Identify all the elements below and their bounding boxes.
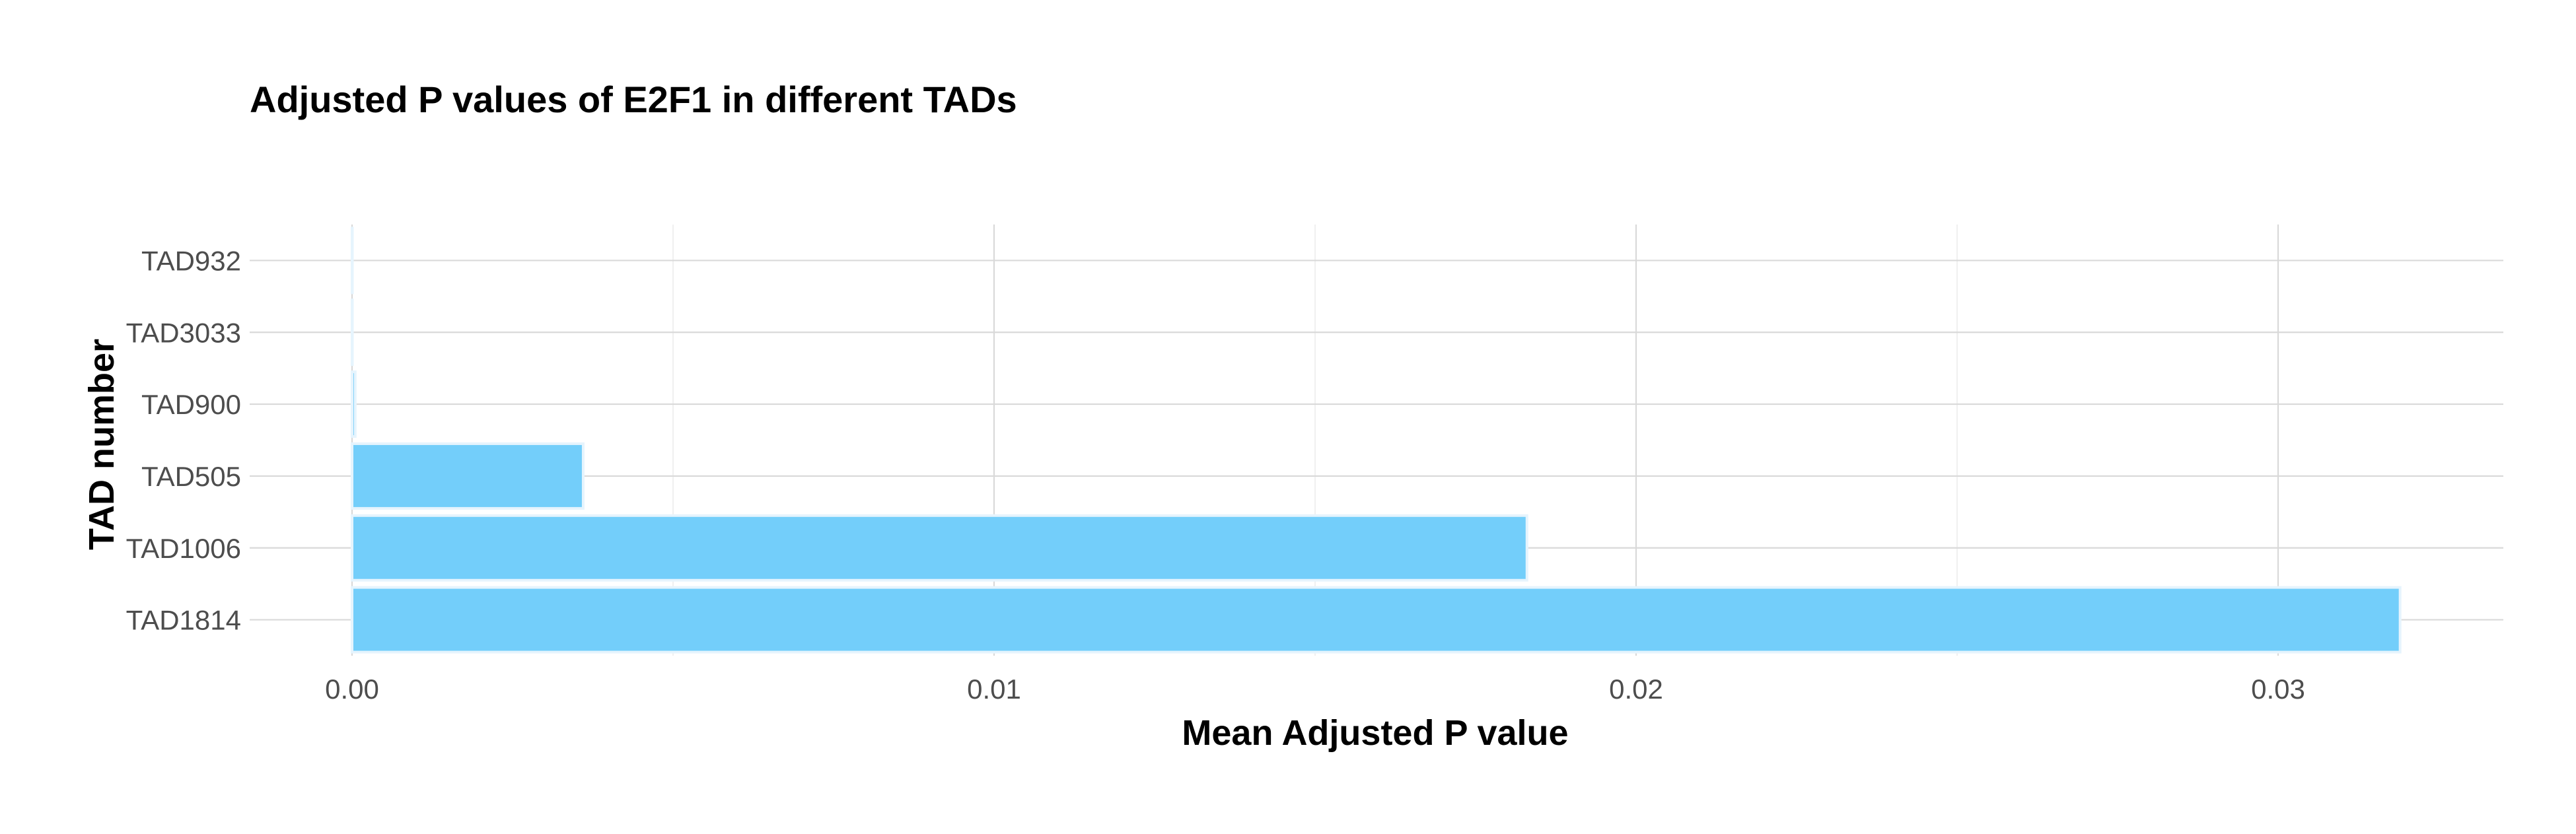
- bar-tad1006: [351, 514, 1528, 582]
- x-tick-label: 0.03: [2251, 674, 2305, 705]
- bar-tad505: [351, 442, 585, 510]
- x-tick-labels: 0.00 0.01 0.02 0.03: [325, 674, 2305, 705]
- bar-tad3033: [351, 298, 354, 366]
- x-tick-label: 0.02: [1609, 674, 1663, 705]
- y-tick-label: TAD900: [141, 389, 241, 420]
- bar-tad1814: [351, 586, 2402, 654]
- x-axis-title: Mean Adjusted P value: [1182, 713, 1568, 753]
- x-tick-label: 0.01: [967, 674, 1021, 705]
- bar-tad932: [351, 226, 354, 295]
- y-tick-label: TAD3033: [126, 317, 241, 348]
- bar-tad900: [351, 370, 357, 438]
- chart-title: Adjusted P values of E2F1 in different T…: [250, 79, 1017, 120]
- bars: [351, 226, 2402, 654]
- y-tick-label: TAD932: [141, 245, 241, 276]
- y-tick-label: TAD505: [141, 461, 241, 492]
- y-tick-label: TAD1814: [126, 605, 241, 636]
- y-axis-title: TAD number: [82, 339, 122, 550]
- y-tick-label: TAD1006: [126, 533, 241, 564]
- x-tick-label: 0.00: [325, 674, 379, 705]
- y-tick-labels: TAD1814 TAD1006 TAD505 TAD900 TAD3033 TAD932: [126, 245, 241, 635]
